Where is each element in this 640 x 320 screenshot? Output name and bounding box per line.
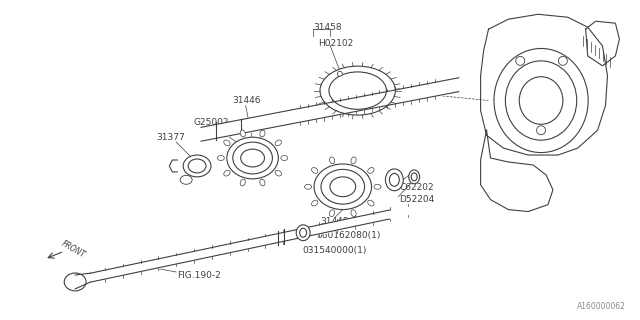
Text: FRONT: FRONT: [60, 239, 87, 260]
Ellipse shape: [300, 228, 307, 237]
Ellipse shape: [224, 170, 230, 176]
Ellipse shape: [506, 61, 577, 140]
Text: 31448: 31448: [320, 218, 349, 227]
Ellipse shape: [281, 156, 288, 161]
Text: 060162080(1): 060162080(1): [316, 231, 380, 240]
Text: A160000062: A160000062: [577, 302, 625, 311]
Ellipse shape: [241, 149, 264, 167]
Ellipse shape: [312, 200, 318, 206]
Ellipse shape: [494, 48, 588, 153]
Ellipse shape: [368, 200, 374, 206]
Ellipse shape: [240, 130, 245, 137]
Ellipse shape: [260, 130, 265, 137]
Ellipse shape: [321, 169, 365, 204]
Ellipse shape: [183, 155, 211, 177]
Ellipse shape: [330, 210, 335, 217]
Text: 31458: 31458: [313, 23, 342, 32]
Ellipse shape: [240, 179, 245, 186]
Ellipse shape: [296, 225, 310, 241]
Ellipse shape: [188, 159, 206, 173]
Text: 31446: 31446: [233, 96, 261, 105]
Ellipse shape: [64, 273, 86, 291]
Text: D52204: D52204: [399, 195, 435, 204]
Ellipse shape: [412, 173, 417, 181]
Ellipse shape: [389, 173, 399, 186]
Ellipse shape: [374, 184, 381, 189]
Text: C62202: C62202: [399, 183, 434, 192]
Ellipse shape: [329, 72, 387, 109]
Ellipse shape: [275, 140, 282, 146]
Ellipse shape: [233, 142, 273, 174]
Ellipse shape: [275, 170, 282, 176]
Text: FIG.190-2: FIG.190-2: [177, 271, 221, 280]
Ellipse shape: [519, 77, 563, 124]
Ellipse shape: [559, 56, 567, 65]
Ellipse shape: [320, 66, 396, 115]
Ellipse shape: [351, 157, 356, 164]
Ellipse shape: [227, 137, 278, 179]
Ellipse shape: [409, 170, 420, 184]
Ellipse shape: [305, 184, 312, 189]
Ellipse shape: [224, 140, 230, 146]
Ellipse shape: [385, 169, 403, 191]
Text: H02102: H02102: [318, 39, 353, 48]
Ellipse shape: [330, 157, 335, 164]
Text: G25002: G25002: [193, 118, 228, 127]
Ellipse shape: [218, 156, 225, 161]
Ellipse shape: [368, 168, 374, 173]
Text: 31377: 31377: [156, 133, 185, 142]
Ellipse shape: [314, 164, 372, 210]
Ellipse shape: [330, 177, 356, 197]
Text: 031540000(1): 031540000(1): [302, 246, 367, 255]
Ellipse shape: [516, 56, 525, 65]
Ellipse shape: [312, 168, 318, 173]
Ellipse shape: [180, 175, 192, 184]
Ellipse shape: [536, 126, 545, 135]
Ellipse shape: [260, 179, 265, 186]
Ellipse shape: [351, 210, 356, 217]
Ellipse shape: [337, 71, 342, 76]
